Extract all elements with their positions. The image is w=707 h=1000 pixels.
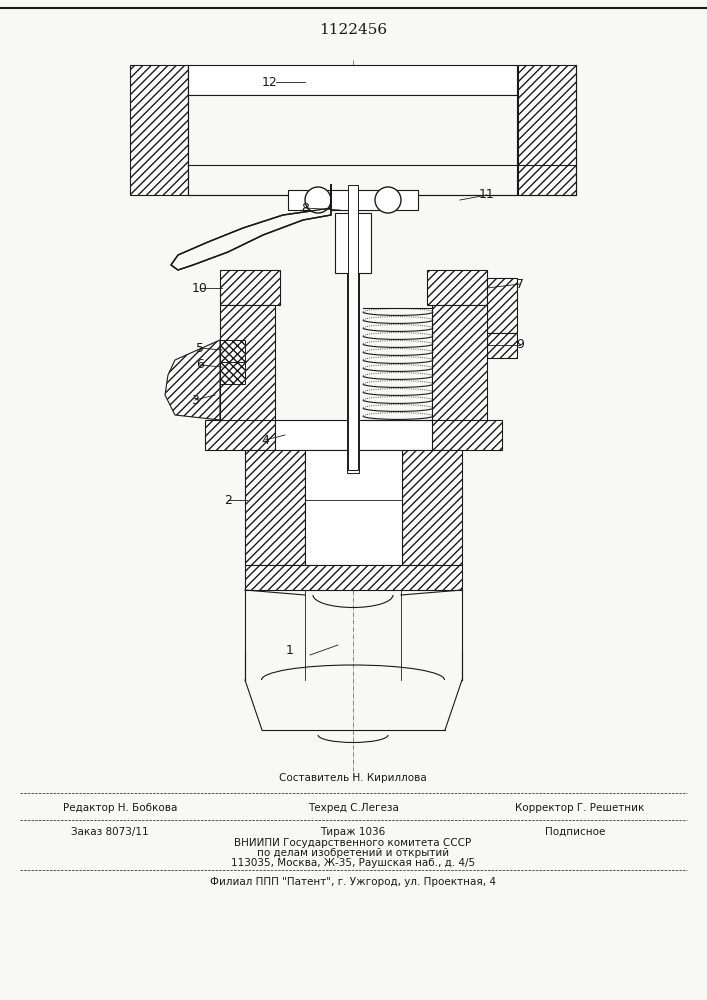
Text: ВНИИПИ Государственного комитета СССР: ВНИИПИ Государственного комитета СССР (235, 838, 472, 848)
Text: 7: 7 (516, 277, 524, 290)
Bar (347, 273, 359, 473)
Text: 4: 4 (261, 434, 269, 446)
Text: 5: 5 (196, 342, 204, 355)
Bar (518, 65, 576, 195)
Text: Редактор Н. Бобкова: Редактор Н. Бобкова (63, 803, 177, 813)
Text: 1: 1 (286, 644, 294, 656)
Polygon shape (165, 340, 220, 420)
Bar (335, 213, 371, 273)
Bar (427, 270, 487, 305)
Bar (305, 450, 402, 565)
Bar (188, 95, 517, 195)
Bar (220, 340, 245, 362)
Text: 12: 12 (262, 76, 278, 89)
Text: Филиал ППП "Патент", г. Ужгород, ул. Проектная, 4: Филиал ППП "Патент", г. Ужгород, ул. Про… (210, 877, 496, 887)
Text: Составитель Н. Кириллова: Составитель Н. Кириллова (279, 773, 427, 783)
Bar (245, 565, 462, 590)
Bar (130, 65, 188, 195)
Text: 10: 10 (192, 282, 208, 294)
Bar (402, 450, 462, 565)
Bar (220, 305, 275, 425)
Bar (350, 430, 356, 470)
Bar (188, 65, 517, 95)
Bar (245, 450, 305, 565)
Text: Тираж 1036: Тираж 1036 (320, 827, 385, 837)
Text: 6: 6 (196, 359, 204, 371)
Circle shape (375, 187, 401, 213)
Text: Корректор Г. Решетник: Корректор Г. Решетник (515, 803, 645, 813)
Text: 3: 3 (191, 393, 199, 406)
Bar (432, 305, 487, 425)
Bar (487, 333, 517, 358)
Text: Заказ 8073/11: Заказ 8073/11 (71, 827, 148, 837)
Text: 9: 9 (516, 338, 524, 352)
Text: Техред С.Легеза: Техред С.Легеза (308, 803, 399, 813)
Circle shape (305, 187, 331, 213)
Bar (220, 270, 280, 305)
Bar (220, 362, 245, 384)
Text: 2: 2 (224, 493, 232, 506)
Text: по делам изобретений и открытий: по делам изобретений и открытий (257, 848, 449, 858)
Bar (275, 420, 432, 450)
Bar (432, 420, 502, 450)
Text: 113035, Москва, Ж-35, Раушская наб., д. 4/5: 113035, Москва, Ж-35, Раушская наб., д. … (231, 858, 475, 868)
Polygon shape (171, 185, 331, 270)
Bar (348, 185, 358, 470)
Text: 8: 8 (301, 202, 309, 215)
Bar (205, 420, 275, 450)
Bar (487, 278, 517, 333)
Text: 1122456: 1122456 (319, 23, 387, 37)
Text: 11: 11 (479, 188, 495, 202)
Bar (288, 190, 418, 210)
Text: Подписное: Подписное (545, 827, 605, 837)
